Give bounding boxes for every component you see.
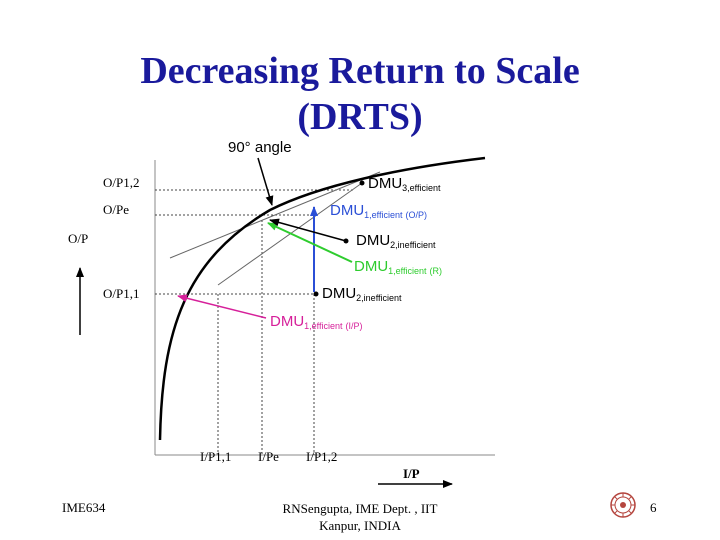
dmu2a-point bbox=[343, 238, 349, 244]
label-dmu2-b-sub: 2,inefficient bbox=[356, 293, 402, 303]
y-tick-op12: O/P1,2 bbox=[103, 175, 139, 190]
y-tick-op11: O/P1,1 bbox=[103, 286, 139, 301]
x-tick-ip12: I/P1,2 bbox=[306, 449, 337, 464]
label-dmu2-a: DMU2,inefficient bbox=[356, 232, 436, 250]
label-dmu1-r-suffix: (R) bbox=[430, 266, 443, 276]
y-axis-label: O/P bbox=[68, 231, 88, 246]
label-dmu1-r-main: DMU bbox=[354, 258, 388, 275]
label-dmu1-ip-suffix: (I/P) bbox=[346, 321, 363, 331]
y-tick-ope: O/Pe bbox=[103, 202, 129, 217]
label-dmu3-sub: 3,efficient bbox=[402, 183, 441, 193]
label-dmu1-ip-sub: 1,efficient bbox=[304, 321, 343, 331]
dmu3-point bbox=[359, 180, 365, 186]
label-dmu2-b-main: DMU bbox=[322, 285, 356, 302]
footer-author-line-1: RNSengupta, IME Dept. , IIT bbox=[282, 501, 438, 516]
dmu2b-point bbox=[313, 291, 319, 297]
label-dmu1-ip: DMU1,efficient (I/P) bbox=[270, 313, 363, 331]
label-dmu1-r: DMU1,efficient (R) bbox=[354, 258, 442, 276]
footer-author-line-2: Kanpur, INDIA bbox=[319, 518, 401, 533]
tangent-line bbox=[169, 171, 381, 259]
label-dmu1-op: DMU1,efficient (O/P) bbox=[330, 202, 427, 220]
x-tick-ip11: I/P1,1 bbox=[200, 449, 231, 464]
footer-course: IME634 bbox=[62, 500, 106, 515]
label-dmu2-b: DMU2,inefficient bbox=[322, 285, 402, 303]
title-line-2: (DRTS) bbox=[297, 96, 423, 138]
angle-pointer bbox=[257, 157, 274, 206]
radial-arrow bbox=[267, 222, 353, 263]
institute-logo-icon bbox=[610, 492, 636, 518]
page-number: 6 bbox=[650, 500, 657, 515]
label-dmu1-op-main: DMU bbox=[330, 202, 364, 219]
label-dmu2-a-sub: 2,inefficient bbox=[390, 240, 436, 250]
label-dmu2-a-main: DMU bbox=[356, 232, 390, 249]
label-dmu1-ip-main: DMU bbox=[270, 313, 304, 330]
dmu2-link-arrow bbox=[269, 218, 347, 242]
label-dmu3-main: DMU bbox=[368, 175, 402, 192]
label-dmu1-r-sub: 1,efficient bbox=[388, 266, 427, 276]
label-dmu1-op-sub: 1,efficient bbox=[364, 210, 403, 220]
x-tick-ipe: I/Pe bbox=[258, 449, 279, 464]
input-orientation-arrow bbox=[177, 294, 267, 319]
title-line-1: Decreasing Return to Scale bbox=[140, 50, 580, 92]
label-dmu3: DMU3,efficient bbox=[368, 175, 441, 193]
frontier-curve bbox=[158, 156, 486, 441]
slide-title: Decreasing Return to Scale (DRTS) bbox=[0, 48, 720, 140]
x-axis-label: I/P bbox=[403, 466, 420, 481]
label-dmu1-op-suffix: (O/P) bbox=[406, 210, 428, 220]
angle-label: 90° angle bbox=[228, 139, 292, 156]
footer-author: RNSengupta, IME Dept. , IIT Kanpur, INDI… bbox=[270, 500, 450, 534]
